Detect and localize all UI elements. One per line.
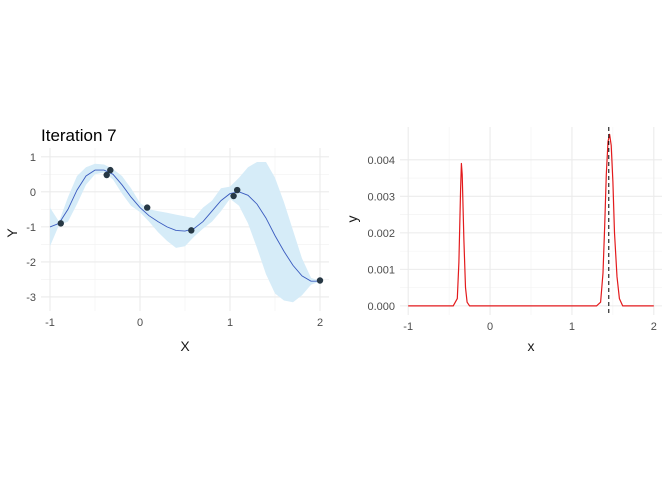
acquisition-y-tick-label: 0.003 bbox=[367, 191, 395, 203]
acquisition-path bbox=[408, 133, 654, 307]
gp-y-tick-label: 1 bbox=[30, 152, 36, 164]
gp-mean-line bbox=[49, 169, 320, 282]
gp-x-axis-title: X bbox=[180, 338, 190, 354]
acquisition-y-tick-label: 0.004 bbox=[367, 155, 395, 167]
gp-observation-point bbox=[103, 171, 110, 179]
gp-observation-point bbox=[230, 192, 237, 200]
gp-panel: Iteration 7 -1 0 1 2 -3 -2 -1 0 1 X Y bbox=[4, 126, 329, 354]
gp-observation-point bbox=[234, 186, 241, 194]
acquisition-y-tick-label: 0.000 bbox=[367, 301, 395, 313]
gp-mean-path bbox=[49, 169, 320, 282]
gp-y-axis-title: Y bbox=[4, 228, 20, 238]
gp-observation-point bbox=[144, 204, 151, 211]
gp-x-tick-label: 1 bbox=[227, 317, 233, 329]
gp-plot-title: Iteration 7 bbox=[41, 126, 117, 145]
gp-observations bbox=[57, 166, 324, 284]
gp-y-tick-label: -3 bbox=[26, 292, 36, 304]
gp-x-tick-label: 0 bbox=[137, 317, 143, 329]
gp-observation-point bbox=[57, 220, 64, 227]
acquisition-y-tick-labels: 0.000 0.001 0.002 0.003 0.004 bbox=[367, 155, 395, 313]
acquisition-panel: -1 0 1 2 0.000 0.001 0.002 0.003 0.004 x y bbox=[344, 127, 662, 354]
gp-x-tick-label: 2 bbox=[317, 317, 323, 329]
gp-x-tick-labels: -1 0 1 2 bbox=[45, 317, 323, 329]
gp-observation-point bbox=[316, 277, 324, 284]
acquisition-y-tick-label: 0.001 bbox=[367, 264, 395, 276]
acquisition-x-tick-label: 2 bbox=[651, 321, 657, 333]
gp-y-tick-labels: -3 -2 -1 0 1 bbox=[26, 152, 36, 304]
gp-y-tick-label: 0 bbox=[30, 187, 36, 199]
acquisition-x-axis-title: x bbox=[528, 338, 535, 354]
gp-observation-point bbox=[188, 227, 195, 234]
gp-band-area bbox=[50, 162, 320, 303]
gp-x-tick-label: -1 bbox=[45, 317, 55, 329]
gp-y-tick-label: -1 bbox=[26, 222, 36, 234]
acquisition-x-tick-labels: -1 0 1 2 bbox=[403, 321, 657, 333]
gp-confidence-band bbox=[50, 162, 320, 303]
acquisition-line bbox=[408, 133, 654, 307]
gp-y-tick-label: -2 bbox=[26, 257, 36, 269]
acquisition-x-tick-label: 0 bbox=[487, 321, 493, 333]
acquisition-y-tick-label: 0.002 bbox=[367, 228, 395, 240]
acquisition-y-axis-title: y bbox=[344, 216, 360, 223]
acquisition-x-tick-label: -1 bbox=[403, 321, 413, 333]
acquisition-x-tick-label: 1 bbox=[569, 321, 575, 333]
gp-observation-point bbox=[107, 166, 114, 174]
